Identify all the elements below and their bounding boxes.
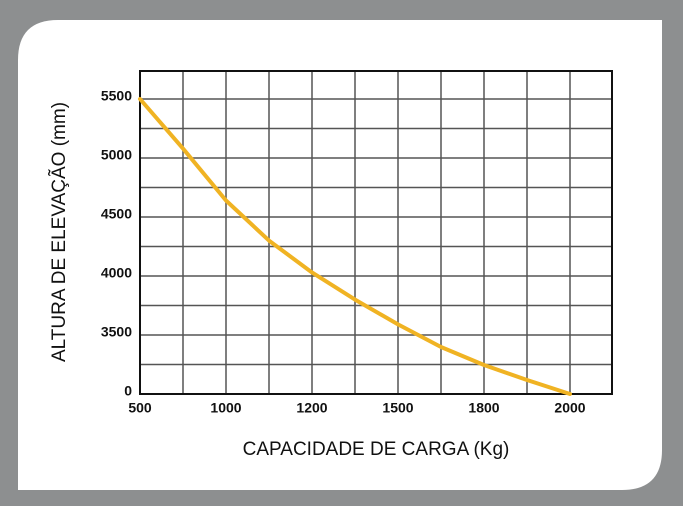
- y-tick-label: 3500: [101, 324, 132, 340]
- x-tick-label: 1500: [382, 400, 413, 416]
- y-tick-label: 5500: [101, 88, 132, 104]
- x-tick-label: 1200: [296, 400, 327, 416]
- y-tick-label: 4000: [101, 265, 132, 281]
- x-tick-label: 1800: [468, 400, 499, 416]
- y-tick-label: 0: [124, 383, 132, 399]
- x-axis-title: CAPACIDADE DE CARGA (Kg): [243, 439, 510, 460]
- plot-frame: [139, 70, 613, 395]
- x-tick-label: 500: [128, 400, 152, 416]
- y-tick-label: 5000: [101, 147, 132, 163]
- y-tick-label: 4500: [101, 206, 132, 222]
- line-series: [138, 97, 572, 396]
- y-axis-title: ALTURA DE ELEVAÇÃO (mm): [48, 102, 70, 362]
- x-tick-label: 2000: [554, 400, 585, 416]
- x-tick-label: 1000: [210, 400, 241, 416]
